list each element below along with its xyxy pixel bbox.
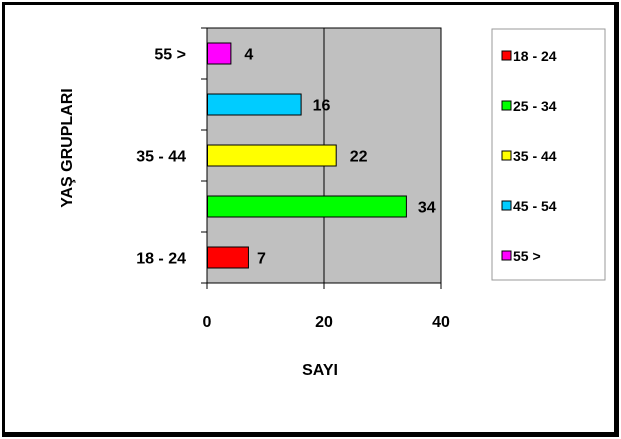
y-axis-title: YAŞ GRUPLARI xyxy=(59,88,76,207)
legend-swatch-0 xyxy=(501,50,512,61)
y-tick-label-4: 55 > xyxy=(154,47,186,64)
bar-45-54 xyxy=(207,93,302,116)
legend-entries: 18 - 24 25 - 34 35 - 44 45 - 54 55 > xyxy=(501,48,557,264)
x-axis-ticks: 0 20 40 xyxy=(203,314,450,331)
x-tick-label-1: 20 xyxy=(315,314,333,331)
x-tick-label-2: 40 xyxy=(432,314,450,331)
x-tick-label-0: 0 xyxy=(203,314,212,331)
value-label-1: 34 xyxy=(418,200,436,217)
bar-25-34 xyxy=(207,195,407,218)
y-axis-ticks: 18 - 24 35 - 44 55 > xyxy=(136,27,442,289)
y-tick-label-0: 18 - 24 xyxy=(136,251,186,268)
legend-label-4: 55 > xyxy=(513,248,541,264)
legend-swatch-1 xyxy=(501,100,512,111)
y-tick-label-2: 35 - 44 xyxy=(136,149,186,166)
value-label-4: 4 xyxy=(244,47,253,64)
bar-55- xyxy=(207,42,232,65)
bar-18-24 xyxy=(207,246,249,269)
legend-swatch-3 xyxy=(501,200,512,211)
legend-swatch-2 xyxy=(501,150,512,161)
legend-swatch-4 xyxy=(501,250,512,261)
value-labels: 7 34 22 16 4 xyxy=(244,47,435,268)
value-label-0: 7 xyxy=(257,251,266,268)
legend-label-2: 35 - 44 xyxy=(513,148,557,164)
bars xyxy=(207,42,407,269)
bar-35-44 xyxy=(207,144,337,167)
value-label-2: 22 xyxy=(350,149,368,166)
legend-label-0: 18 - 24 xyxy=(513,48,557,64)
value-label-3: 16 xyxy=(313,98,331,115)
x-axis-title: SAYI xyxy=(302,362,338,379)
legend-label-3: 45 - 54 xyxy=(513,198,557,214)
legend-label-1: 25 - 34 xyxy=(513,98,557,114)
